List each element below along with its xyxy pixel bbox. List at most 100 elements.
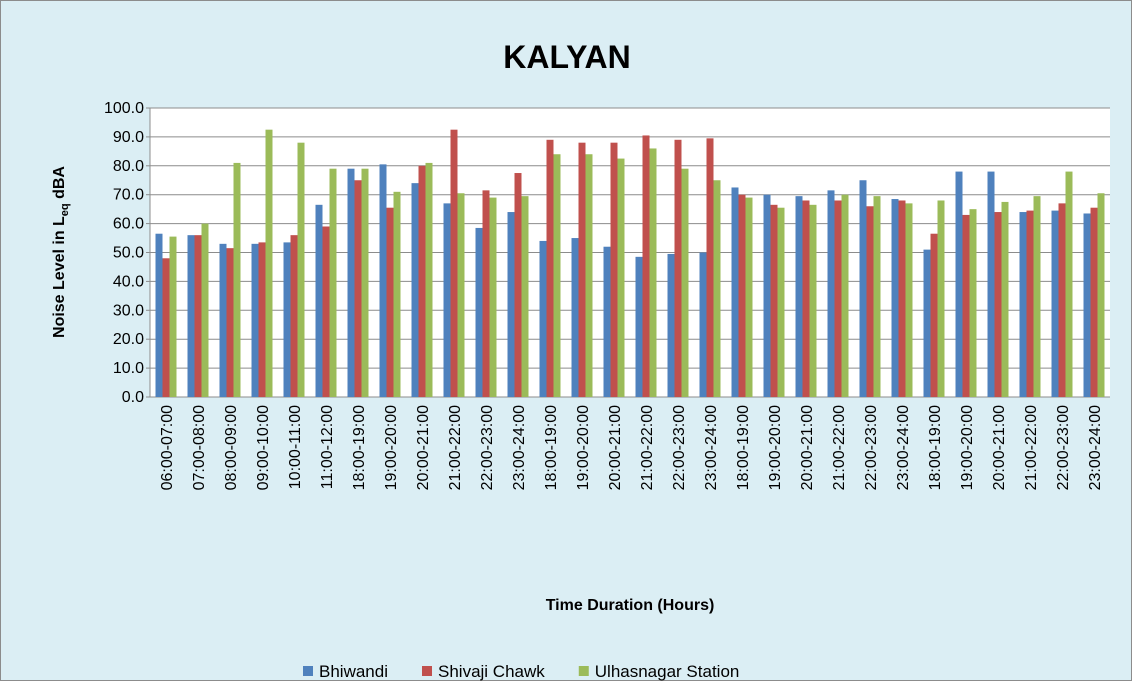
- x-tick-label: 10:00-11:00: [287, 405, 304, 489]
- bar: [258, 242, 266, 397]
- bar: [1058, 203, 1066, 397]
- y-tick-label: 80.0: [113, 158, 144, 175]
- bar: [802, 200, 810, 397]
- legend-label: Ulhasnagar Station: [595, 662, 740, 681]
- bar: [457, 193, 465, 397]
- y-tick-label: 60.0: [113, 216, 144, 233]
- bar: [585, 154, 593, 397]
- bar: [763, 194, 771, 397]
- bar: [795, 196, 803, 397]
- x-tick-label: 23:00-24:00: [895, 405, 912, 491]
- bar: [297, 142, 305, 397]
- bar: [1019, 212, 1027, 397]
- bar: [834, 200, 842, 397]
- bar: [930, 233, 938, 397]
- bar: [1065, 171, 1073, 397]
- bar: [233, 162, 241, 397]
- bar: [347, 168, 355, 397]
- bar: [322, 226, 330, 397]
- x-tick-label: 19:00-20:00: [767, 405, 784, 491]
- bar: [450, 129, 458, 398]
- bar: [489, 197, 497, 397]
- bar: [770, 204, 778, 397]
- bar: [731, 187, 739, 397]
- bar: [226, 248, 234, 397]
- bar: [290, 235, 298, 397]
- x-tick-label: 18:00-19:00: [543, 405, 560, 491]
- bar: [354, 180, 362, 397]
- x-tick-label: 22:00-23:00: [863, 405, 880, 491]
- bar: [521, 196, 529, 397]
- x-tick-label: 21:00-22:00: [1023, 405, 1040, 491]
- bar: [713, 180, 721, 397]
- chart-title: KALYAN: [503, 39, 630, 75]
- bar: [898, 200, 906, 397]
- x-tick-label: 20:00-21:00: [607, 405, 624, 491]
- bar: [987, 171, 995, 397]
- x-tick-label: 20:00-21:00: [799, 405, 816, 491]
- bar: [1033, 196, 1041, 397]
- x-tick-label: 18:00-19:00: [351, 405, 368, 491]
- x-tick-label: 22:00-23:00: [479, 405, 496, 491]
- x-tick-label: 21:00-22:00: [831, 405, 848, 491]
- bar: [194, 235, 202, 397]
- bar: [386, 207, 394, 397]
- bar: [994, 212, 1002, 397]
- bar: [667, 253, 675, 397]
- x-tick-label: 23:00-24:00: [511, 405, 528, 491]
- bar: [635, 256, 643, 397]
- bar: [482, 190, 490, 397]
- bar: [905, 203, 913, 397]
- bar: [649, 148, 657, 397]
- bar: [379, 164, 387, 397]
- y-tick-label: 30.0: [113, 302, 144, 319]
- bar: [1083, 213, 1091, 397]
- x-tick-label: 21:00-22:00: [447, 405, 464, 491]
- x-tick-label: 23:00-24:00: [1087, 405, 1104, 491]
- x-tick-label: 19:00-20:00: [575, 405, 592, 491]
- y-tick-label: 50.0: [113, 245, 144, 262]
- bar: [937, 200, 945, 397]
- bar: [859, 180, 867, 397]
- bar: [681, 168, 689, 397]
- bar: [1051, 210, 1059, 397]
- x-tick-label: 07:00-08:00: [191, 405, 208, 491]
- bar: [201, 223, 209, 397]
- bar: [642, 135, 650, 397]
- bar: [418, 165, 426, 397]
- bar: [699, 252, 707, 397]
- bar: [962, 214, 970, 397]
- bar: [578, 142, 586, 397]
- y-tick-label: 100.0: [104, 100, 144, 117]
- bar: [674, 139, 682, 398]
- x-tick-label: 21:00-22:00: [639, 405, 656, 491]
- x-tick-label: 19:00-20:00: [383, 405, 400, 491]
- bar: [443, 203, 451, 397]
- x-tick-label: 19:00-20:00: [959, 405, 976, 491]
- bar: [329, 168, 337, 397]
- legend-swatch: [422, 666, 432, 676]
- bar: [251, 243, 259, 397]
- bar: [617, 158, 625, 397]
- bar: [969, 209, 977, 397]
- bar: [315, 204, 323, 397]
- bar: [411, 183, 419, 397]
- y-tick-label: 90.0: [113, 129, 144, 146]
- legend-label: Bhiwandi: [319, 662, 388, 681]
- y-axis-title: Noise Level in Leq dBA: [51, 166, 71, 338]
- bar: [219, 243, 227, 397]
- bar: [745, 197, 753, 397]
- bar: [827, 190, 835, 397]
- bar: [265, 129, 273, 398]
- bar: [891, 199, 899, 397]
- bar: [738, 194, 746, 397]
- legend-swatch: [578, 666, 589, 676]
- bar: [610, 142, 618, 397]
- bar: [955, 171, 963, 397]
- x-tick-label: 09:00-10:00: [255, 405, 272, 491]
- bar: [507, 212, 515, 397]
- bar: [777, 207, 785, 397]
- bar: [1001, 201, 1009, 397]
- bar: [361, 168, 369, 397]
- x-tick-label: 11:00-12:00: [319, 405, 336, 489]
